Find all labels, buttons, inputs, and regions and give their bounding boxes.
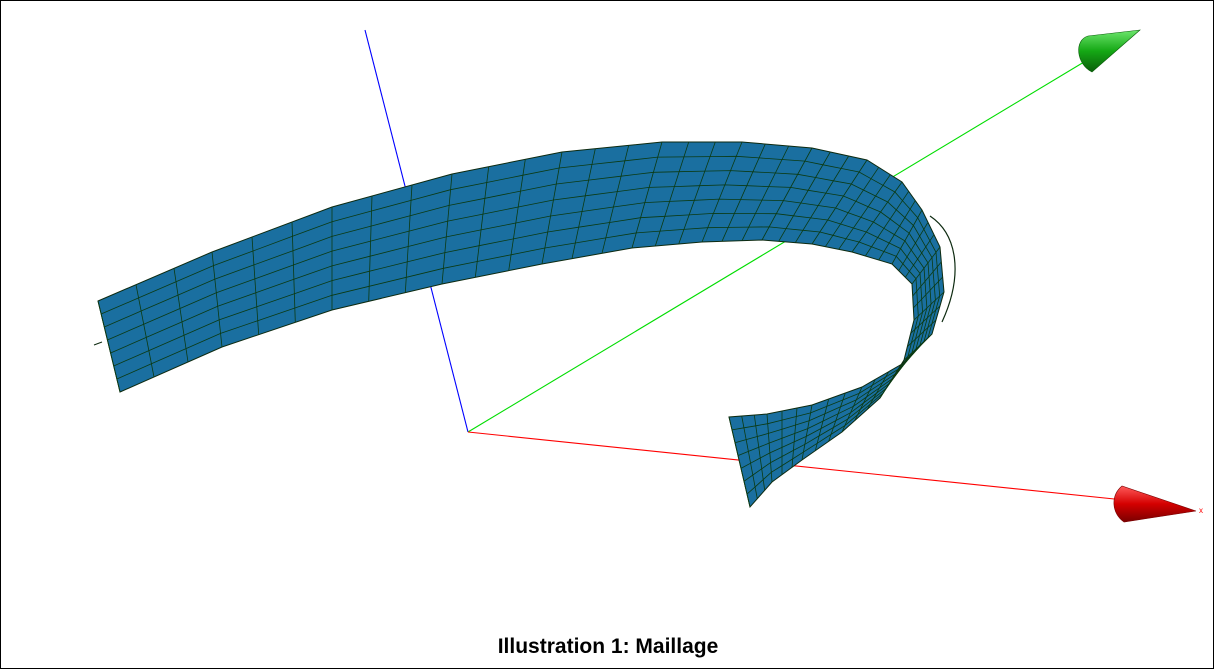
- mesh-grid-line: [851, 181, 903, 253]
- mesh-grid-line: [753, 414, 766, 491]
- mesh-grid-line: [913, 276, 943, 309]
- mesh-grid-line: [778, 151, 831, 242]
- mesh-grid-line: [474, 166, 490, 278]
- mesh-grid-line: [828, 392, 846, 442]
- mesh-grid-line: [251, 236, 260, 335]
- mesh-grid-line: [904, 234, 935, 278]
- mesh-surface: [97, 141, 945, 509]
- mesh-grid-line: [766, 413, 773, 483]
- mesh-grid-line: [898, 222, 929, 271]
- mesh-grid-line: [913, 291, 945, 321]
- mesh-grid-line: [903, 333, 933, 361]
- mesh-grid-line: [811, 159, 868, 245]
- mesh-grid-line: [741, 145, 790, 241]
- mesh-grid-line: [854, 379, 876, 421]
- x-axis-line: [467, 431, 1125, 501]
- mesh-grid-line: [814, 398, 830, 451]
- mesh-grid-line: [601, 145, 630, 254]
- mesh-grid-line: [654, 141, 690, 247]
- mesh-grid-line: [721, 143, 766, 242]
- y-axis-line: [467, 55, 1095, 433]
- mesh-grid-line: [571, 148, 596, 259]
- mesh-grid-line: [907, 319, 937, 347]
- mesh-grid-line: [631, 141, 663, 249]
- mesh-grid-line: [701, 141, 743, 243]
- mesh-grid-line: [801, 404, 813, 461]
- mesh-grid-line: [794, 155, 850, 243]
- circle-guide-stub: [93, 341, 103, 346]
- y-axis-arrow: [1078, 29, 1141, 73]
- x-axis-arrow: [1113, 485, 1197, 523]
- mesh-grid-line: [864, 191, 910, 257]
- mesh-grid-line: [879, 363, 903, 399]
- mesh-grid-line: [841, 386, 863, 433]
- mesh-grid-line: [368, 195, 373, 302]
- mesh-grid-line: [824, 167, 880, 247]
- mesh-grid-line: [135, 284, 155, 378]
- mesh-grid-line: [741, 415, 758, 499]
- illustration-caption: Illustration 1: Maillage: [497, 635, 719, 658]
- mesh-grid-line: [911, 246, 941, 285]
- mesh-grid-line: [838, 174, 891, 250]
- mesh-grid-line: [912, 261, 942, 297]
- mesh-grid-line: [678, 141, 716, 245]
- mesh-grid-line: [97, 300, 121, 393]
- cone-arrow-icon: [1113, 485, 1197, 523]
- mesh-grid-line: [211, 251, 223, 348]
- mesh-grid-line: [541, 151, 563, 265]
- mesh-grid-line: [508, 159, 526, 271]
- mesh-grid-line: [866, 371, 890, 410]
- mesh-grid-line: [761, 147, 813, 241]
- mesh-grid-line: [891, 209, 923, 265]
- mesh-surface-fill: [97, 141, 945, 509]
- mesh-grid-line: [878, 200, 916, 261]
- x-axis-label: x: [1199, 506, 1203, 515]
- mesh-grid-line: [173, 268, 189, 363]
- mesh-grid-line: [910, 305, 941, 334]
- mesh-grid-line: [728, 416, 751, 508]
- mesh-grid-line: [291, 221, 296, 323]
- mesh-grid-line: [791, 407, 798, 468]
- cone-arrow-icon: [1078, 29, 1141, 73]
- mesh-grid-line: [404, 184, 413, 293]
- mesh-viewport[interactable]: x: [2, 2, 1214, 622]
- mesh-grid-line: [441, 173, 453, 285]
- circle-guide-arc: [929, 215, 956, 323]
